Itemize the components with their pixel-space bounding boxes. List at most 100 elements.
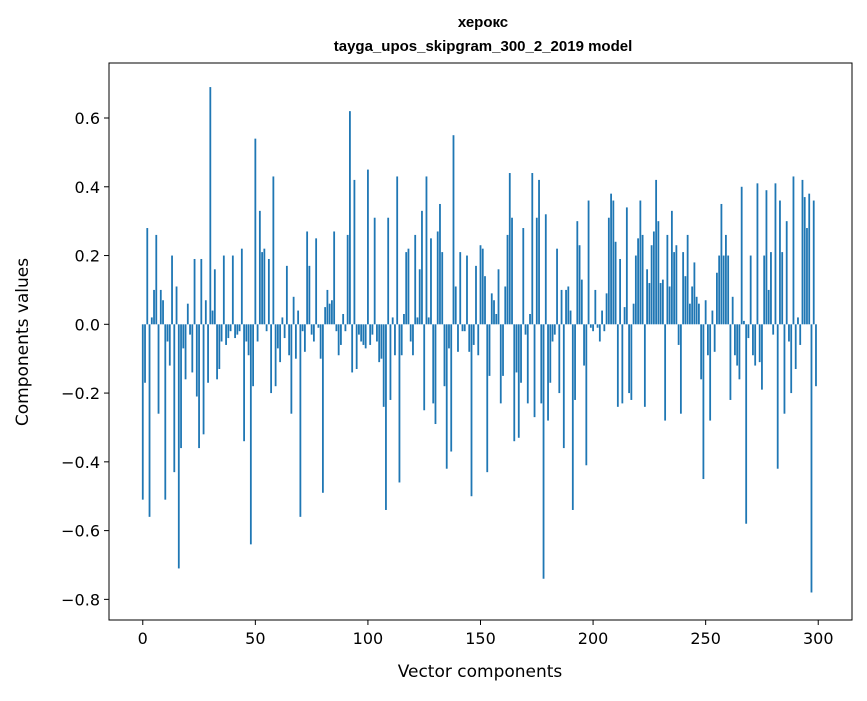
bar xyxy=(502,324,504,376)
bar xyxy=(747,324,750,339)
bar xyxy=(162,300,164,325)
bar xyxy=(585,324,588,466)
bar xyxy=(236,324,239,335)
bar xyxy=(601,310,603,325)
bar xyxy=(445,324,448,469)
bar xyxy=(567,286,570,325)
bar xyxy=(186,303,189,325)
chart-title-line2: tayga_upos_skipgram_300_2_2019 model xyxy=(334,38,633,55)
bar xyxy=(515,324,518,373)
bar xyxy=(405,252,408,325)
bar xyxy=(542,324,545,579)
bar xyxy=(283,324,286,339)
bar xyxy=(801,179,804,325)
bar xyxy=(452,135,455,325)
bar xyxy=(144,324,146,383)
bar xyxy=(569,310,572,325)
bar xyxy=(648,283,651,325)
bar xyxy=(281,317,284,325)
y-tick-label: −0.6 xyxy=(61,522,100,541)
bar xyxy=(308,265,311,325)
bar xyxy=(168,324,171,366)
bar xyxy=(756,183,759,325)
bar xyxy=(369,324,372,345)
y-axis-ticks: −0.8 −0.6 −0.4 −0.2 0.0 0.2 0.4 0.6 xyxy=(61,109,109,609)
bar xyxy=(716,272,718,325)
bar xyxy=(576,221,579,325)
bar xyxy=(364,324,367,349)
bar xyxy=(177,324,180,569)
bar xyxy=(499,324,502,404)
bar xyxy=(153,289,155,325)
bar xyxy=(434,324,437,425)
bar xyxy=(234,324,236,339)
bar xyxy=(770,252,772,325)
bar xyxy=(265,324,268,332)
bar xyxy=(603,324,606,332)
bar xyxy=(652,231,655,325)
bar xyxy=(371,324,374,335)
bar xyxy=(650,245,653,325)
bar xyxy=(184,324,187,380)
bar xyxy=(301,324,304,332)
bar xyxy=(524,324,527,335)
bar xyxy=(216,324,218,380)
bar xyxy=(472,324,475,345)
bar xyxy=(765,190,768,325)
bar xyxy=(632,303,635,325)
bar xyxy=(229,324,232,332)
bar xyxy=(727,255,730,325)
y-tick-label: −0.2 xyxy=(61,384,100,403)
bar xyxy=(497,269,500,325)
bar xyxy=(691,286,694,325)
bar xyxy=(297,310,300,325)
bar xyxy=(270,324,273,394)
bar xyxy=(285,265,288,325)
bar xyxy=(682,252,685,325)
x-axis-ticks: 0 50 100 150 200 250 300 xyxy=(138,620,834,648)
bar xyxy=(776,324,779,469)
bar xyxy=(382,324,385,407)
bar xyxy=(738,324,741,380)
bar xyxy=(558,324,561,394)
bar xyxy=(436,231,439,325)
bars-group xyxy=(141,87,817,593)
bar xyxy=(267,258,270,325)
bar xyxy=(740,186,743,325)
bar xyxy=(506,234,509,325)
bar xyxy=(700,324,703,380)
bar xyxy=(227,324,230,339)
bar xyxy=(720,203,723,325)
bar xyxy=(607,217,610,325)
bar xyxy=(164,324,167,500)
bar xyxy=(155,234,158,325)
bar xyxy=(312,324,315,342)
bar xyxy=(808,193,811,325)
bar xyxy=(288,324,291,356)
bar xyxy=(767,289,770,325)
bar xyxy=(391,317,394,325)
bar xyxy=(376,324,378,342)
chart-title-line1: херокс xyxy=(458,14,508,31)
x-tick-label: 250 xyxy=(690,629,721,648)
bar xyxy=(193,258,196,325)
bar xyxy=(517,324,520,438)
x-tick-label: 50 xyxy=(245,629,265,648)
bar xyxy=(240,248,243,325)
bar xyxy=(204,300,207,325)
bar xyxy=(245,324,248,342)
bar xyxy=(310,324,313,335)
bar xyxy=(529,313,531,325)
bar xyxy=(175,286,178,325)
bar xyxy=(141,324,144,500)
bar xyxy=(758,324,761,363)
bar xyxy=(342,313,345,325)
bar xyxy=(752,324,754,356)
bar xyxy=(562,324,565,449)
bar xyxy=(711,310,714,325)
bar xyxy=(209,87,212,325)
bar xyxy=(414,234,417,325)
bar xyxy=(508,173,511,325)
bar xyxy=(344,324,347,332)
